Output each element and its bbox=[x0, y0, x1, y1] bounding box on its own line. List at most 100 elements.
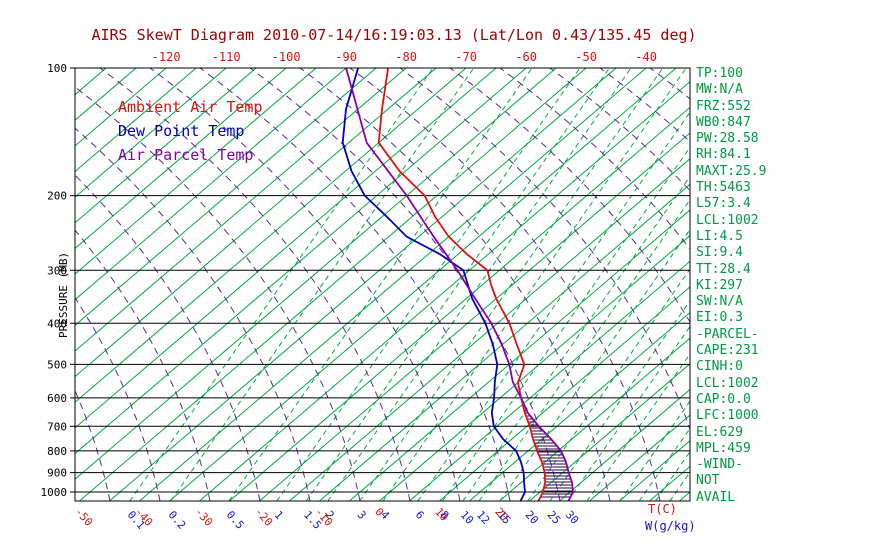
dry-adiabat-line bbox=[549, 68, 690, 192]
isotherm-line bbox=[319, 183, 690, 501]
stat-line: NOT bbox=[696, 473, 720, 489]
mixing-ratio-line bbox=[382, 68, 687, 501]
stat-line: SI:9.4 bbox=[696, 245, 743, 261]
mixing-ratio-label: 3 bbox=[354, 508, 368, 522]
isotherm-line bbox=[529, 363, 690, 501]
stat-line: CAPE:231 bbox=[696, 343, 759, 359]
legend-item-air-parcel-temp: Air Parcel Temp bbox=[118, 146, 254, 164]
isotherm-line bbox=[259, 132, 690, 501]
isotherm-line bbox=[229, 106, 690, 501]
stat-line: L57:3.4 bbox=[696, 196, 751, 212]
top-temp-label: -100 bbox=[272, 50, 301, 64]
pressure-tick-label: 300 bbox=[47, 264, 67, 277]
dry-adiabat-line bbox=[75, 86, 361, 501]
isotherm-line bbox=[589, 414, 690, 501]
isotherm-line bbox=[75, 68, 377, 326]
stat-line: LCL:1002 bbox=[696, 375, 759, 391]
isotherm-line bbox=[75, 68, 227, 198]
isotherm-line bbox=[75, 68, 527, 455]
stat-line: AVAIL bbox=[696, 489, 736, 505]
bottom-temp-label: -30 bbox=[192, 505, 215, 528]
dry-adiabat-line bbox=[349, 68, 661, 501]
mixing-ratio-line bbox=[327, 68, 632, 501]
isotherm-line bbox=[75, 68, 497, 429]
dry-adiabat-line bbox=[75, 127, 311, 501]
isotherm-line bbox=[75, 68, 167, 147]
isotherm-line bbox=[379, 234, 690, 501]
pressure-axis-label: PRESSURE (MB) bbox=[57, 251, 70, 338]
stats-panel: TP:100 MW:N/A FRZ:552 WB0:847 PW:28.58 RH:84.… bbox=[696, 66, 766, 506]
pressure-tick-label: 200 bbox=[47, 190, 67, 203]
isotherm-line bbox=[169, 68, 677, 501]
dry-adiabat-line bbox=[299, 68, 611, 501]
top-temp-label: -50 bbox=[575, 50, 597, 64]
pressure-tick-label: 700 bbox=[47, 420, 67, 433]
mixing-ratio-line bbox=[359, 68, 664, 501]
pressure-tick-label: 400 bbox=[47, 317, 67, 330]
top-temp-label: -60 bbox=[515, 50, 537, 64]
top-temp-label: -90 bbox=[335, 50, 357, 64]
stat-line: TH:5463 bbox=[696, 180, 751, 196]
curve-dew-point-temp bbox=[341, 68, 526, 501]
dry-adiabat-line bbox=[599, 68, 690, 143]
bottom-temp-label: -50 bbox=[72, 505, 95, 528]
stat-line: PW:28.58 bbox=[696, 131, 759, 147]
stat-line: CINH:0 bbox=[696, 359, 743, 375]
isotherm-line bbox=[75, 68, 257, 224]
stat-line: -WIND- bbox=[696, 457, 743, 473]
stat-line: RH:84.1 bbox=[696, 147, 751, 163]
mixing-ratio-label: 12 bbox=[474, 508, 493, 527]
isotherm-line bbox=[75, 68, 287, 250]
isotherm-line bbox=[75, 68, 317, 275]
stat-line: EI:0.3 bbox=[696, 310, 743, 326]
isotherm-line bbox=[75, 68, 347, 301]
isotherm-line bbox=[79, 68, 587, 501]
pressure-tick-label: 500 bbox=[47, 358, 67, 371]
stat-line: WB0:847 bbox=[696, 114, 751, 130]
top-temp-label: -120 bbox=[152, 50, 181, 64]
dry-adiabat-line bbox=[499, 68, 690, 250]
dry-adiabat-line bbox=[199, 68, 511, 501]
stat-line: MW:N/A bbox=[696, 82, 743, 98]
isotherm-line bbox=[439, 286, 690, 501]
stat-line: SW:N/A bbox=[696, 294, 743, 310]
dry-adiabat-line bbox=[149, 68, 461, 501]
isotherm-line bbox=[75, 68, 467, 403]
pressure-tick-label: 900 bbox=[47, 467, 67, 480]
legend-item-ambient-air-temp: Ambient Air Temp bbox=[118, 98, 263, 116]
stat-line: MPL:459 bbox=[696, 440, 751, 456]
top-temp-label: -110 bbox=[212, 50, 241, 64]
curve-air-parcel-temp bbox=[345, 68, 574, 501]
isotherm-line bbox=[75, 68, 557, 480]
curve-ambient-air-temp bbox=[377, 68, 547, 501]
isotherm-line bbox=[109, 68, 617, 501]
mixing-ratio-axis-label: W(g/kg) bbox=[645, 519, 696, 533]
mixing-ratio-line bbox=[276, 68, 581, 501]
mixing-ratio-line bbox=[478, 198, 690, 501]
mixing-ratio-line bbox=[305, 68, 610, 501]
isotherm-line bbox=[139, 68, 647, 501]
mixing-ratio-label: 25 bbox=[545, 508, 564, 527]
isotherm-line bbox=[0, 68, 16, 501]
pressure-tick-label: 1000 bbox=[41, 486, 68, 499]
isotherm-line bbox=[289, 158, 690, 501]
isotherm-line bbox=[75, 68, 197, 173]
isotherm-line bbox=[75, 68, 407, 352]
stat-line: FRZ:552 bbox=[696, 98, 751, 114]
stat-line: CAP:0.0 bbox=[696, 391, 751, 407]
dry-adiabat-line bbox=[75, 229, 211, 501]
mixing-ratio-line bbox=[129, 68, 434, 501]
temperature-axis-label: T(C) bbox=[648, 502, 677, 516]
isotherm-line bbox=[199, 81, 690, 501]
mixing-ratio-label: 0.2 bbox=[165, 508, 188, 531]
pressure-tick-label: 600 bbox=[47, 392, 67, 405]
pressure-tick-label: 100 bbox=[47, 62, 67, 75]
stat-line: MAXT:25.9 bbox=[696, 163, 767, 179]
isotherm-line bbox=[559, 388, 690, 501]
stat-line: -PARCEL- bbox=[696, 326, 759, 342]
chart-title: AIRS SkewT Diagram 2010-07-14/16:19:03.1… bbox=[91, 26, 697, 44]
mixing-ratio-line bbox=[228, 68, 533, 501]
isotherm-line bbox=[499, 337, 690, 501]
isotherm-line bbox=[75, 68, 437, 378]
isotherm-line bbox=[409, 260, 690, 501]
